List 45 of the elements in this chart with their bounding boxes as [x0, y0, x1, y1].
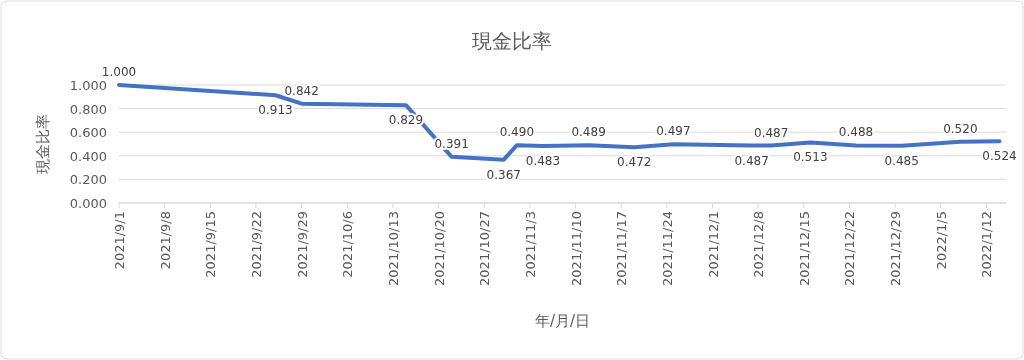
data-label: 0.488: [838, 125, 874, 140]
y-tick-label: 0.800: [69, 101, 107, 117]
y-tick-label: 0.200: [69, 172, 107, 188]
data-label: 0.524: [982, 149, 1017, 164]
data-label: 0.472: [617, 155, 652, 170]
data-label: 0.485: [884, 153, 919, 168]
data-label: 0.520: [943, 121, 978, 136]
data-label: 0.483: [525, 154, 561, 169]
x-tick-label: 2021/10/27: [477, 211, 493, 286]
data-label: 0.367: [486, 167, 521, 182]
x-tick-label: 2021/11/10: [568, 211, 584, 286]
x-tick-label: 2021/12/8: [751, 211, 767, 278]
x-tick-label: 2021/10/6: [340, 211, 356, 278]
data-label: 0.513: [793, 150, 828, 165]
data-label: 0.913: [258, 103, 293, 118]
data-label: 0.487: [754, 125, 789, 140]
x-tick-label: 2021/12/1: [705, 211, 721, 278]
x-tick-label: 2021/11/3: [522, 211, 538, 278]
x-tick-label: 2021/9/22: [248, 211, 264, 278]
x-tick-label: 2021/12/22: [842, 211, 858, 286]
x-tick-label: 2021/12/15: [796, 211, 812, 286]
data-label: 0.489: [571, 125, 606, 140]
data-label: 0.842: [284, 83, 319, 98]
y-tick-label: 0.600: [69, 125, 107, 141]
y-tick-label: 0.400: [69, 148, 107, 164]
x-tick-label: 2021/11/24: [659, 211, 675, 286]
data-label: 0.487: [734, 153, 769, 168]
x-tick-label: 2021/9/15: [203, 211, 219, 278]
x-tick-label: 2021/10/20: [431, 211, 447, 286]
chart-title: 現金比率: [472, 29, 552, 53]
x-tick-label: 2022/1/12: [979, 211, 995, 278]
x-tick-label: 2021/9/29: [294, 211, 310, 278]
data-label: 1.000: [101, 65, 137, 79]
x-tick-label: 2021/10/13: [385, 211, 401, 286]
data-label: 0.490: [499, 125, 535, 140]
x-tick-label: 2021/12/29: [888, 211, 904, 286]
x-tick-label: 2021/9/8: [157, 211, 173, 270]
x-tick-label: 2021/11/17: [614, 211, 630, 286]
x-axis-title: 年/月/日: [534, 312, 591, 330]
y-tick-label: 0.000: [69, 196, 107, 211]
y-axis-title: 現金比率: [34, 114, 52, 174]
data-label: 0.497: [656, 124, 691, 139]
x-tick-label: 2022/1/5: [933, 211, 949, 270]
x-tick-label: 2021/9/1: [112, 211, 127, 270]
y-tick-label: 1.000: [69, 78, 107, 93]
